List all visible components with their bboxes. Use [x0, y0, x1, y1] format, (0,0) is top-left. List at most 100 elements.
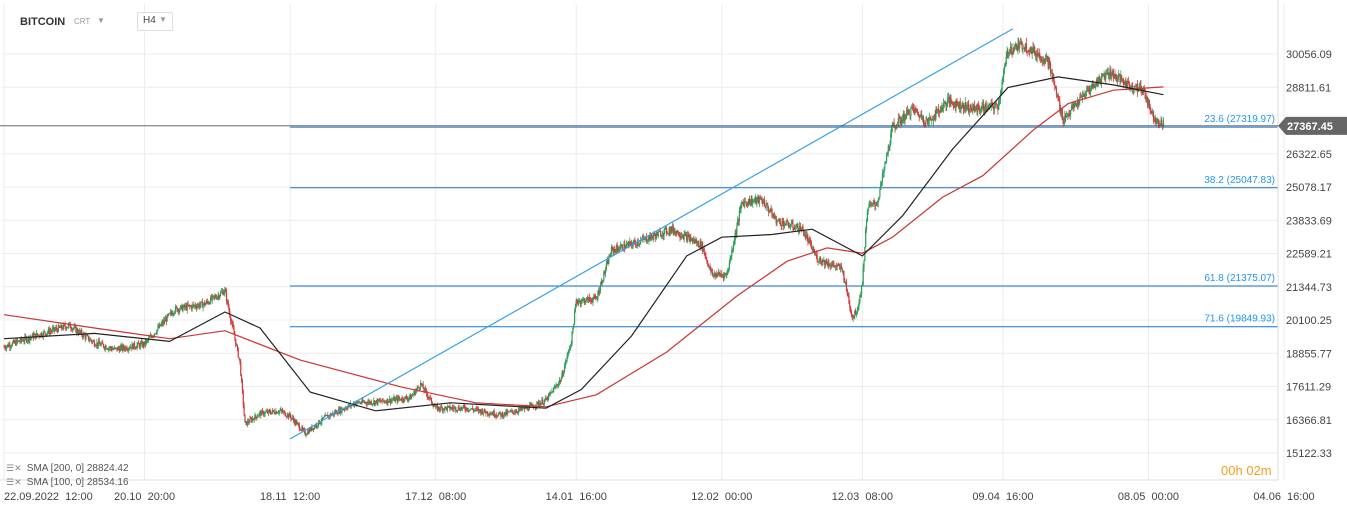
candle-body [1085, 91, 1087, 99]
candle-body [674, 231, 676, 235]
candle-body [949, 98, 951, 105]
candle-body [289, 413, 291, 417]
candle-body [222, 291, 224, 295]
candle-body [49, 331, 51, 334]
candle-body [999, 94, 1001, 100]
candle-body [819, 257, 822, 262]
candle-body [707, 264, 710, 268]
candle-body [594, 296, 597, 299]
candle-body [89, 339, 91, 341]
candle-body [90, 339, 92, 341]
candle-body [1075, 103, 1077, 106]
candle-body [779, 221, 781, 226]
candle-body [416, 386, 418, 390]
candle-body [1149, 105, 1151, 111]
candle-body [752, 200, 754, 205]
candle-body [845, 281, 848, 290]
candle-body [230, 317, 232, 322]
candle-body [20, 337, 23, 341]
candle-body [862, 267, 864, 285]
candle-body [504, 412, 506, 415]
candle-body [611, 247, 613, 249]
candle-body [206, 301, 208, 303]
candle-body [850, 312, 853, 315]
candle-body [1116, 75, 1118, 82]
candle-body [143, 341, 146, 346]
trend-line-group[interactable] [289, 28, 1014, 440]
candle-body [650, 233, 653, 237]
candle-body [236, 345, 239, 348]
candle-body [685, 233, 687, 235]
candle-body [1042, 59, 1044, 61]
candle-body [843, 271, 845, 281]
candle-body [332, 412, 334, 415]
candle-body [50, 331, 52, 333]
candle-body [487, 414, 489, 416]
candle-body [1132, 89, 1135, 91]
candle-body [358, 401, 360, 404]
candle-body [650, 233, 652, 240]
candle-body [768, 208, 770, 212]
candle-body [469, 409, 471, 411]
symbol-subtype[interactable]: CRT [74, 17, 91, 26]
indicator-settings-icon[interactable]: ☰✕ [6, 463, 22, 473]
candle-body [1089, 90, 1091, 92]
candle-body [1038, 52, 1040, 57]
candle-body [967, 103, 969, 108]
countdown-hours: 00 [1221, 463, 1236, 478]
candle-body [266, 411, 268, 412]
candle-body [124, 346, 126, 350]
candle-body [760, 199, 762, 201]
candle-body [121, 345, 123, 350]
candle-body [662, 234, 664, 236]
candle-body [834, 266, 837, 268]
candle-body [1003, 66, 1006, 70]
candle-body [312, 428, 315, 430]
candle-body [208, 302, 210, 304]
indicator-settings-icon[interactable]: ☰✕ [6, 477, 22, 487]
candle-body [404, 396, 407, 398]
candle-body [522, 408, 524, 410]
candle-body [1051, 72, 1053, 79]
candle-body [1108, 72, 1110, 76]
candle-body [486, 411, 489, 415]
candle-body [165, 318, 167, 322]
candle-body [1071, 106, 1073, 109]
candle-body [455, 407, 457, 411]
trend-line[interactable] [289, 28, 1014, 440]
candle-body [584, 299, 586, 304]
candle-body [390, 400, 392, 403]
candle-body [393, 397, 395, 400]
candle-body [653, 233, 655, 236]
candle-body [715, 274, 717, 277]
candle-body [80, 330, 82, 333]
candle-body [341, 408, 343, 413]
timeframe-select[interactable]: H4 ▼ [137, 12, 173, 31]
candle-body [372, 403, 374, 405]
candle-body [775, 215, 777, 224]
candle-body [67, 324, 70, 327]
candle-body [1107, 72, 1109, 74]
candle-body [480, 410, 482, 414]
candle-body [287, 413, 289, 417]
candle-body [107, 349, 109, 350]
candle-body [1123, 82, 1125, 85]
y-tick-label: 26322.65 [1286, 149, 1332, 161]
symbol-dropdown-icon[interactable]: ▼ [97, 16, 105, 25]
candle-body [844, 280, 846, 283]
candle-body [823, 259, 825, 262]
candle-body [604, 269, 607, 274]
candle-body [371, 403, 373, 405]
candle-body [172, 313, 174, 315]
y-tick-label: 18855.77 [1286, 348, 1332, 360]
candle-body [246, 421, 248, 426]
candle-body [1103, 75, 1105, 76]
candle-body [724, 273, 726, 275]
candle-body [667, 233, 669, 234]
symbol-name[interactable]: BITCOIN [20, 16, 66, 28]
candle-body [880, 182, 882, 190]
candle-body [757, 197, 759, 199]
countdown-minutes-unit: m [1260, 463, 1272, 478]
